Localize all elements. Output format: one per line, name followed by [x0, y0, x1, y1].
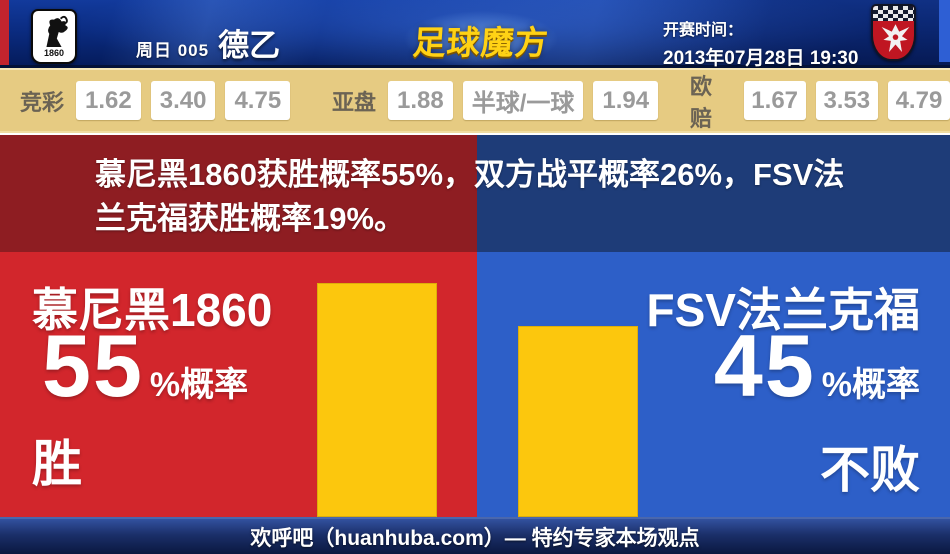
odds-value-handicap-home: 1.88 [388, 81, 453, 120]
odds-value-euro-away: 4.79 [887, 81, 950, 120]
home-probability-bar [317, 283, 437, 517]
footer-bar: 欢呼吧（huanhuba.com）— 特约专家本场观点 [0, 517, 950, 554]
odds-value-away-win: 4.75 [225, 81, 291, 120]
summary-red-background [0, 135, 477, 252]
home-outcome-label: 胜 [32, 436, 82, 492]
odds-value-draw: 3.40 [150, 81, 216, 120]
home-badge-text: 1860 [43, 48, 65, 58]
site-logo: 足球魔方 [374, 0, 588, 78]
home-team-name: 慕尼黑1860 [32, 284, 273, 336]
odds-value-home-win: 1.62 [76, 81, 141, 120]
site-logo-text: 足球魔方 [411, 24, 551, 61]
right-accent-stripe [939, 0, 950, 62]
odds-label-oupei: 欧赔 [690, 73, 713, 131]
away-team-name: FSV法兰克福 [646, 284, 920, 336]
probability-summary: 慕尼黑1860获胜概率55%，双方战平概率26%，FSV法 兰克福获胜概率19%… [0, 135, 950, 252]
lion-icon [46, 15, 68, 48]
match-header: 1860 周日 005 德乙 足球魔方 开赛时间： 2013年07月28日 19… [0, 0, 950, 78]
odds-value-euro-home: 1.67 [743, 81, 806, 120]
away-team-logo [871, 4, 916, 61]
away-outcome-label: 不败 [820, 442, 920, 498]
summary-line-1: 慕尼黑1860获胜概率55%，双方战平概率26%，FSV法 [95, 157, 845, 192]
summary-blue-background [477, 135, 950, 252]
odds-group-jingcai: 竞彩 1.62 3.40 4.75 [20, 70, 291, 131]
kickoff-time: 2013年07月28日 19:30 [663, 48, 859, 69]
odds-value-euro-draw: 3.53 [815, 81, 878, 120]
kickoff-info: 开赛时间： 2013年07月28日 19:30 [663, 16, 858, 70]
home-probability-suffix: %概率 [149, 366, 249, 404]
home-team-logo: 1860 [31, 9, 77, 64]
home-probability-number: 55 [42, 316, 144, 415]
summary-text: 慕尼黑1860获胜概率55%，双方战平概率26%，FSV法 兰克福获胜概率19%… [95, 153, 885, 241]
eagle-icon [881, 24, 910, 52]
odds-label-jingcai: 竞彩 [20, 89, 65, 115]
checkered-band [873, 6, 914, 21]
summary-line-2: 兰克福获胜概率19%。 [95, 201, 406, 236]
footer-text: 欢呼吧（huanhuba.com）— 特约专家本场观点 [250, 526, 700, 550]
kickoff-label: 开赛时间： [663, 22, 744, 39]
away-probability-suffix: %概率 [821, 366, 920, 404]
odds-bar: 竞彩 1.62 3.40 4.75 亚盘 1.88 半球/一球 1.94 欧赔 … [0, 68, 950, 133]
odds-group-oupei: 欧赔 1.67 3.53 4.79 [690, 70, 950, 131]
odds-group-yapan: 亚盘 1.88 半球/一球 1.94 [332, 70, 659, 131]
league-name: 德乙 [218, 28, 281, 63]
match-info: 周日 005 德乙 [136, 20, 280, 65]
left-accent-stripe [0, 0, 9, 65]
away-probability-number: 45 [713, 316, 816, 415]
odds-value-handicap-line: 半球/一球 [462, 81, 584, 120]
away-probability-bar [518, 325, 638, 517]
odds-value-handicap-away: 1.94 [593, 81, 659, 120]
away-probability: 45 %概率 [714, 316, 920, 416]
match-number: 周日 005 [136, 41, 210, 60]
odds-label-yapan: 亚盘 [332, 89, 377, 115]
home-probability: 55 %概率 [42, 316, 248, 416]
probability-chart: 慕尼黑1860 55 %概率 胜 FSV法兰克福 45 %概率 不败 [0, 252, 950, 517]
